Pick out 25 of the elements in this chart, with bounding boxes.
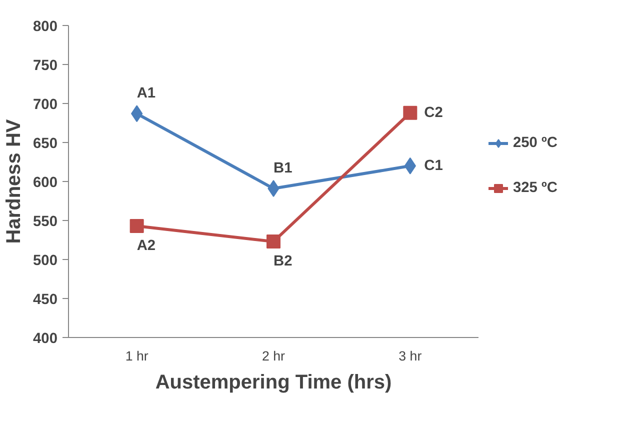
y-tick-label: 500 [33, 253, 58, 269]
point [403, 106, 418, 120]
annotation: C2 [424, 104, 443, 121]
y-tick-label: 750 [33, 58, 58, 74]
y-tick-label: 800 [33, 19, 58, 35]
y-tick-label: 450 [33, 292, 58, 308]
y-tick-label: 700 [33, 97, 58, 113]
legend-label: 250 ºC [513, 135, 558, 151]
annotation: A2 [136, 238, 156, 254]
y-tick-label: 600 [33, 175, 58, 191]
annotation: A1 [136, 86, 156, 102]
y-tick-label: 550 [33, 214, 58, 230]
annotation: B2 [274, 254, 292, 270]
legend-label: 325 ºC [513, 180, 558, 196]
annotation: C1 [424, 158, 443, 174]
annotation: B1 [274, 160, 292, 177]
x-tick-label: 1 hr [125, 348, 149, 364]
y-tick-label: 400 [33, 331, 58, 347]
y-tick-label: 650 [33, 136, 58, 152]
x-tick-label: 2 hr [262, 348, 286, 364]
point [130, 218, 144, 233]
x-axis-title: Austempering Time (hrs) [155, 372, 392, 394]
x-tick-label: 3 hr [398, 348, 422, 364]
y-axis-title: Hardness HV [3, 118, 26, 244]
point [266, 234, 280, 249]
